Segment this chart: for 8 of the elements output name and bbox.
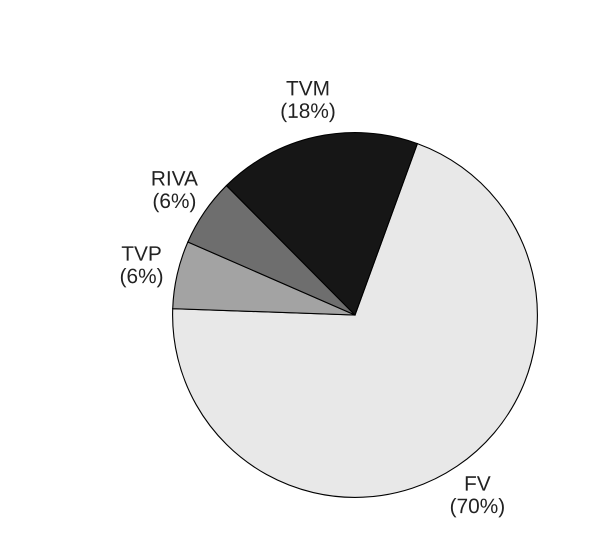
data-label: (70%)	[450, 498, 504, 518]
data-label: (6%)	[120, 268, 162, 288]
slice-label: FV	[466, 476, 491, 491]
slice-label: RIVA	[152, 171, 198, 186]
slice-label: TVP	[122, 246, 161, 261]
slice-label: TVM	[286, 81, 328, 96]
data-label: (6%)	[154, 192, 196, 212]
data-label: (18%)	[282, 102, 334, 122]
